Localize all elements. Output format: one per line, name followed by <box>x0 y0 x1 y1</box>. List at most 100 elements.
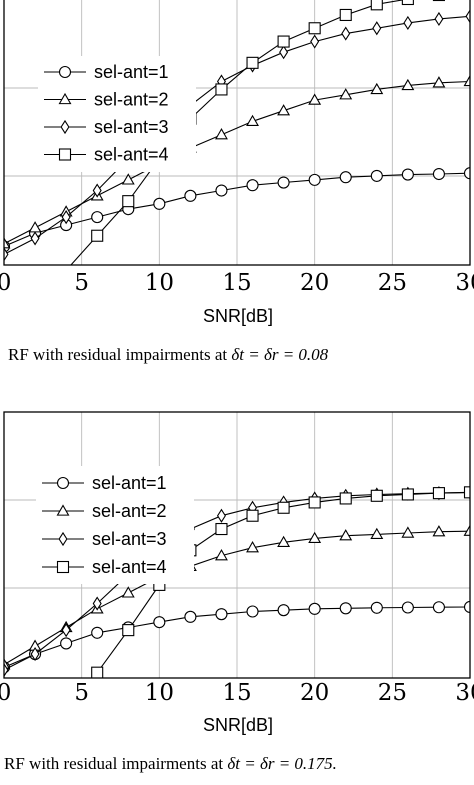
legend-label: sel-ant=3 <box>94 117 169 137</box>
data-point-triangle <box>463 524 470 536</box>
data-point-circle <box>153 197 166 210</box>
series-line <box>4 530 470 666</box>
legend-entry: sel-ant=3 <box>44 117 169 137</box>
data-point-triangle <box>463 74 470 87</box>
data-point-circle <box>401 168 414 181</box>
x-tick-label: 5 <box>74 680 89 706</box>
x-tick-label: 10 <box>145 680 174 706</box>
data-point-diamond <box>92 183 102 198</box>
x-tick-label: 0 <box>0 680 11 706</box>
data-point-triangle <box>4 237 11 249</box>
caption-math: δt = δr = 0.175. <box>227 754 337 773</box>
data-point-square <box>246 56 259 69</box>
data-point-triangle <box>28 221 42 233</box>
legend-entry: sel-ant=2 <box>42 501 167 521</box>
legend-label: sel-ant=4 <box>94 145 169 165</box>
data-point-triangle <box>121 173 135 185</box>
data-point-diamond <box>61 210 71 225</box>
x-tick-label: 30 <box>455 680 474 706</box>
data-point-circle <box>463 167 470 180</box>
data-lines <box>4 485 470 678</box>
series-sel-ant=2 <box>4 524 470 670</box>
data-point-square <box>215 522 228 536</box>
data-point-square <box>339 492 352 505</box>
data-point-square <box>277 501 290 514</box>
legend-entry: sel-ant=1 <box>44 62 169 82</box>
data-point-diamond <box>61 623 71 638</box>
data-point-circle <box>339 602 352 615</box>
data-point-square <box>339 8 352 22</box>
data-point-diamond <box>434 11 444 27</box>
data-point-square <box>122 624 135 637</box>
data-point-triangle <box>401 78 415 91</box>
series-line <box>4 15 470 255</box>
data-point-circle <box>339 171 352 184</box>
legend-entry: sel-ant=1 <box>42 473 167 493</box>
data-point-triangle <box>246 541 259 553</box>
data-point-triangle <box>277 104 291 116</box>
data-point-diamond <box>372 21 382 36</box>
x-axis-label: SNR[dB] <box>203 306 273 326</box>
legend-marker-square <box>56 560 70 574</box>
data-point-triangle <box>339 529 353 541</box>
data-point-circle <box>60 637 73 650</box>
data-point-square <box>215 83 228 96</box>
x-axis-label: SNR[dB] <box>203 715 273 735</box>
data-point-circle <box>215 608 228 621</box>
data-point-triangle <box>370 82 384 95</box>
data-point-circle <box>308 173 321 186</box>
data-point-circle <box>432 601 445 614</box>
legend-marker-diamond <box>60 119 70 135</box>
data-point-circle <box>246 605 259 618</box>
data-point-square <box>370 489 383 502</box>
data-point-triangle <box>308 93 322 105</box>
data-point-circle <box>91 626 104 639</box>
legend-entry: sel-ant=2 <box>44 90 169 110</box>
legend-entry: sel-ant=4 <box>42 557 167 577</box>
legend: sel-ant=1 sel-ant=2 sel-ant=3 sel-ant=4 <box>38 56 196 172</box>
data-point-square <box>401 488 414 501</box>
caption-text: RF with residual impairments at <box>4 754 227 773</box>
legend-label: sel-ant=1 <box>92 473 167 493</box>
series-line <box>4 172 470 247</box>
data-point-circle <box>91 211 104 224</box>
chart-panel-2: 051015202530 SNR[dB] sel-ant=1sel-ant=2s… <box>0 411 474 773</box>
caption-math: δt = δr = 0.08 <box>231 345 328 364</box>
legend-label: sel-ant=3 <box>92 529 167 549</box>
data-point-circle <box>432 167 445 181</box>
data-point-triangle <box>246 114 259 127</box>
x-tick-label: 20 <box>300 270 329 296</box>
data-point-diamond <box>341 26 351 41</box>
data-point-square <box>91 666 104 678</box>
data-point-triangle <box>339 88 353 100</box>
legend: sel-ant=1 sel-ant=2 sel-ant=3 sel-ant=4 <box>36 466 194 584</box>
data-point-circle <box>277 604 290 617</box>
data-point-square <box>401 0 414 6</box>
legend-label: sel-ant=2 <box>92 501 167 521</box>
data-point-diamond <box>279 45 289 60</box>
data-point-square <box>91 229 104 242</box>
data-point-square <box>463 486 470 499</box>
figure-caption: RF with residual impairments at δt = δr … <box>4 754 337 773</box>
plot-frame <box>3 0 471 266</box>
data-point-diamond <box>30 231 40 246</box>
data-point-diamond <box>310 34 320 49</box>
data-point-square <box>432 487 445 500</box>
x-tick-label: 10 <box>145 270 174 296</box>
x-tick-labels: 0 5 10 15 20 25 30 <box>0 270 474 296</box>
legend-marker-triangle <box>56 504 70 516</box>
series-sel-ant=4 <box>91 486 470 678</box>
data-point-triangle <box>215 128 228 140</box>
data-point-diamond <box>465 9 470 24</box>
legend-label: sel-ant=4 <box>92 557 167 577</box>
data-point-circle <box>370 601 383 614</box>
x-tick-labels: 0 5 10 15 20 25 30 <box>0 680 474 706</box>
legend-marker-diamond <box>58 531 68 547</box>
series-line <box>70 0 406 265</box>
data-point-circle <box>215 184 228 197</box>
series-line <box>4 606 470 668</box>
data-point-diamond <box>4 247 9 262</box>
data-point-diamond <box>4 662 9 678</box>
legend-label: sel-ant=2 <box>94 90 169 110</box>
